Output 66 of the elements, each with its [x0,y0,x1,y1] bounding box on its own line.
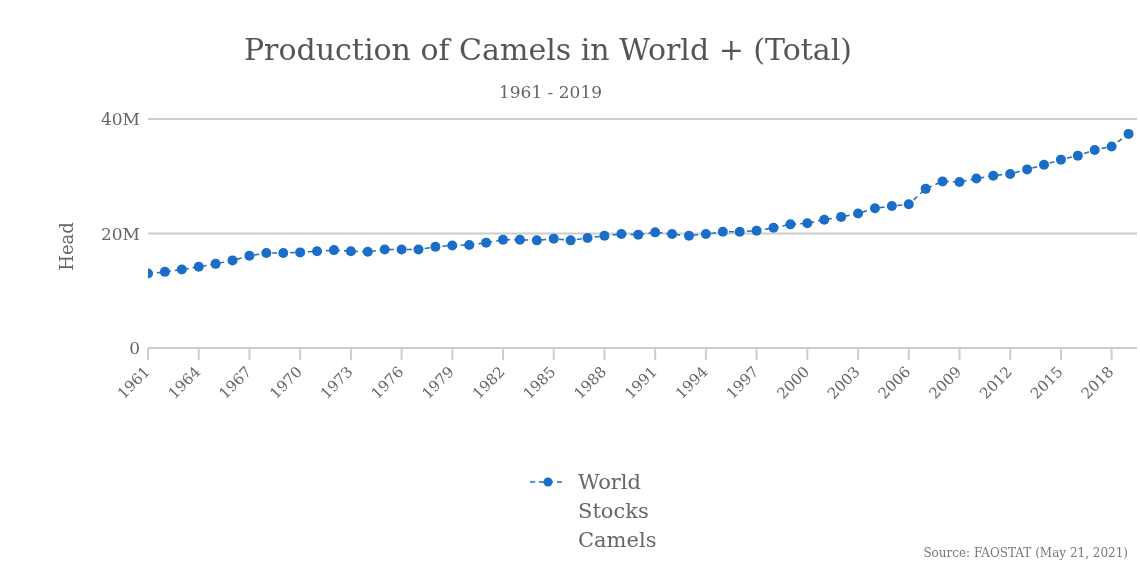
point [1022,164,1033,175]
point [447,240,458,251]
point [734,226,745,237]
point [1055,154,1066,165]
point [937,176,948,187]
point [278,247,289,258]
point [869,203,880,214]
y-tick-label: 20M [100,223,140,244]
point [616,229,627,240]
point [1039,159,1050,170]
point [785,219,796,230]
point [430,241,441,252]
point [345,246,356,257]
legend-label: World Stocks Camels [578,469,658,554]
point [176,264,187,275]
point [548,233,559,244]
y-axis-title: Head [55,221,77,273]
point [1089,144,1100,155]
y-tick-label: 0 [129,338,140,359]
point [971,173,982,184]
point [903,199,914,210]
point [768,222,779,233]
point [667,229,678,240]
point [988,170,999,181]
point [650,227,661,238]
point [193,261,204,272]
point [633,229,644,240]
source-note: Source: FAOSTAT (May 21, 2021) [923,546,1128,560]
point [683,230,694,241]
point [819,214,830,225]
point [954,176,965,187]
point [599,230,610,241]
point [751,225,762,236]
point [1123,128,1134,139]
point [836,211,847,222]
point [295,247,306,258]
point [565,235,576,246]
point [413,244,424,255]
point [159,266,170,277]
point [379,244,390,255]
point [531,235,542,246]
point [1106,141,1117,152]
point [498,234,509,245]
point [227,255,238,266]
point [700,229,711,240]
chart-title: Production of Camels in World + (Total) [242,32,854,67]
point [210,258,221,269]
point [853,208,864,219]
point [514,234,525,245]
point [396,244,407,255]
point [312,246,323,257]
point [464,239,475,250]
point [582,233,593,244]
point [244,250,255,261]
point [717,226,728,237]
point [886,201,897,212]
point [1072,150,1083,161]
point [802,218,813,229]
point [1005,168,1016,179]
point [920,183,931,194]
chart-subtitle: 1961 - 2019 [497,82,604,102]
point [362,246,373,257]
point [261,247,272,258]
point [328,245,339,256]
y-tick-label: 40M [100,109,140,130]
point [481,237,492,248]
